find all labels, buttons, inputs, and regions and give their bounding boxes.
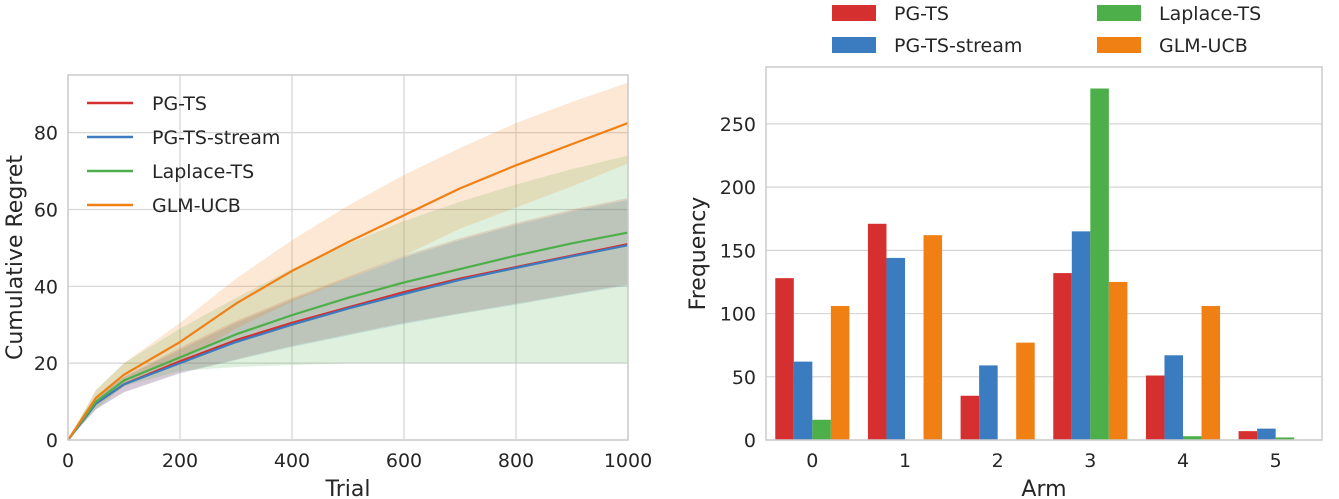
bar-GLM-UCB-arm-4 — [1201, 305, 1221, 440]
confidence-band-PG-TS — [68, 197, 628, 440]
y-tick-label: 50 — [732, 367, 756, 389]
bar-PG-TS-stream-arm-4 — [1164, 355, 1183, 440]
x-tick-label: 600 — [386, 450, 422, 472]
series-line-Laplace-TS — [67, 231, 629, 441]
bar-PG-TS-arm-3 — [1053, 273, 1072, 440]
series-line-PG-TS-stream — [67, 244, 629, 441]
bar-PG-TS-stream-arm-5 — [1257, 428, 1276, 440]
bar-Laplace-TS-arm-0 — [812, 419, 831, 440]
bar-PG-TS-stream-arm-2 — [979, 365, 998, 440]
legend-label-GLM-UCB: GLM-UCB — [1159, 35, 1248, 57]
y-tick-label: 0 — [46, 430, 58, 452]
bar-Laplace-TS-arm-3 — [1090, 88, 1109, 440]
bar-PG-TS-arm-4 — [1145, 375, 1165, 440]
bar-GLM-UCB-arm-0 — [830, 305, 850, 440]
regret-line-chart: 0 200 400 600 800 1000 0 20 40 60 80 Trial Cumulativ… — [3, 74, 652, 499]
legend-swatch-GLM-UCB — [1097, 37, 1141, 53]
x-tick-label: 0 — [806, 450, 818, 472]
x-tick-label: 3 — [1084, 450, 1096, 472]
y-tick-label: 150 — [720, 240, 756, 262]
bar-PG-TS-stream-arm-1 — [886, 257, 905, 440]
y-tick-label: 250 — [720, 114, 756, 136]
y-axis-label: Cumulative Regret — [3, 155, 28, 360]
bar-Laplace-TS-arm-4 — [1183, 436, 1202, 440]
y-axis-label: Frequency — [686, 197, 711, 311]
plot-area-frame — [67, 74, 629, 441]
x-tick-label: 800 — [498, 450, 534, 472]
legend-label-Laplace-TS: Laplace-TS — [152, 161, 254, 183]
bar-GLM-UCB-arm-2 — [1016, 342, 1035, 440]
x-axis-label: Trial — [325, 477, 371, 499]
bar-PG-TS-stream-arm-0 — [793, 361, 813, 440]
x-tick-label: 1 — [899, 450, 911, 472]
confidence-band-GLM-UCB — [68, 82, 628, 441]
y-tick-label: 80 — [34, 123, 58, 145]
y-tick-label: 100 — [720, 304, 756, 326]
bar-PG-TS-arm-1 — [867, 223, 887, 440]
bar-Laplace-TS-arm-5 — [1275, 437, 1295, 440]
legend-swatch-PG-TS-stream — [832, 37, 876, 53]
x-tick-label: 2 — [992, 450, 1004, 472]
series-line-GLM-UCB — [67, 121, 629, 441]
x-axis-label: Arm — [1021, 477, 1066, 499]
legend-label-Laplace-TS: Laplace-TS — [1159, 3, 1261, 25]
y-tick-label: 0 — [744, 430, 756, 452]
plot-area-frame — [765, 66, 1323, 441]
confidence-band-PG-TS-stream — [68, 199, 628, 440]
y-tick-label: 20 — [34, 353, 58, 375]
bar-PG-TS-arm-0 — [775, 278, 794, 440]
arm-frequency-bar-chart: 0 1 2 3 4 5050100150200250ArmFrequencyPG-TSPG… — [686, 3, 1323, 499]
legend-label-PG-TS-stream: PG-TS-stream — [152, 127, 280, 149]
bar-PG-TS-stream-arm-3 — [1071, 231, 1091, 440]
bar-GLM-UCB-arm-3 — [1108, 281, 1128, 440]
x-tick-label: 200 — [162, 450, 198, 472]
legend-swatch-PG-TS — [832, 5, 876, 21]
x-tick-label: 0 — [62, 450, 74, 472]
bar-PG-TS-arm-5 — [1238, 431, 1258, 440]
bar-PG-TS-arm-2 — [960, 395, 980, 440]
x-tick-label: 4 — [1177, 450, 1189, 472]
bar-GLM-UCB-arm-1 — [923, 235, 943, 440]
y-tick-label: 40 — [34, 276, 58, 298]
legend-label-GLM-UCB: GLM-UCB — [152, 195, 241, 217]
y-tick-label: 60 — [34, 199, 58, 221]
x-tick-label: 1000 — [604, 450, 652, 472]
legend-label-PG-TS: PG-TS — [152, 93, 207, 115]
x-tick-label: 400 — [274, 450, 310, 472]
x-tick-label: 5 — [1270, 450, 1282, 472]
legend-label-PG-TS: PG-TS — [894, 3, 949, 25]
legend-swatch-Laplace-TS — [1097, 5, 1141, 21]
legend-label-PG-TS-stream: PG-TS-stream — [894, 35, 1022, 57]
y-tick-label: 200 — [720, 177, 756, 199]
